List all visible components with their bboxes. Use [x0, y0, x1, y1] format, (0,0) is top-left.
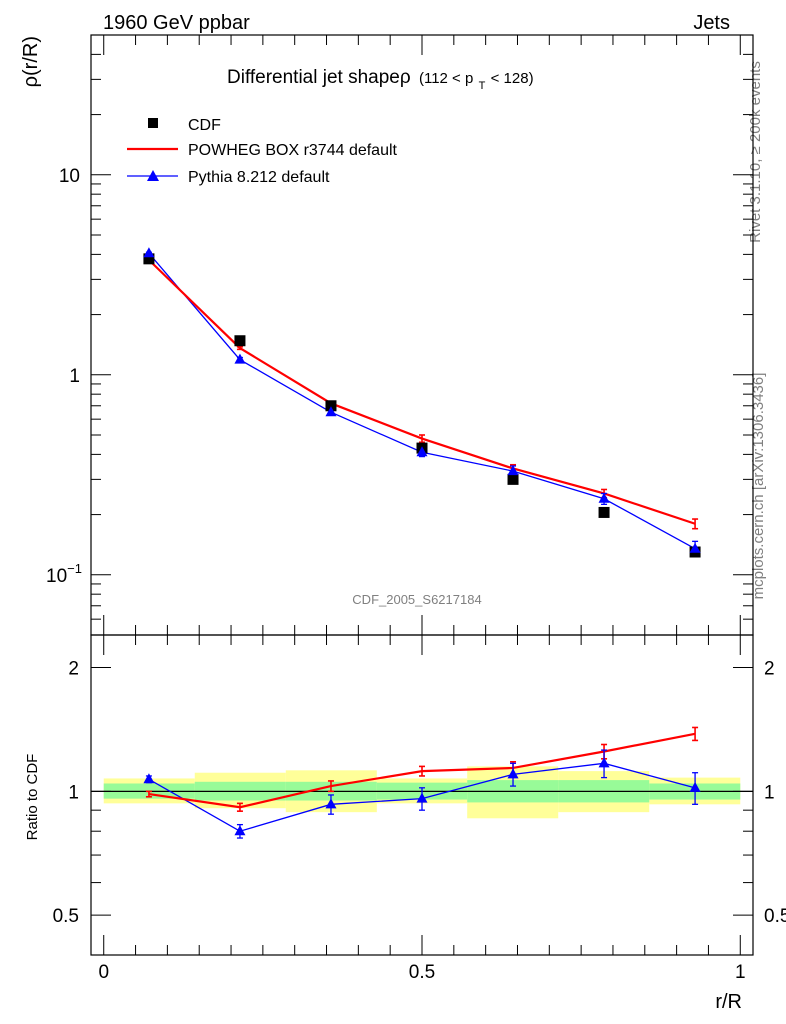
plot-title-main: Differential jet shapeρ — [227, 67, 411, 88]
legend-cdf-label: CDF — [188, 117, 221, 134]
plot-title-range: (112 < p — [419, 70, 473, 87]
pythia-series-line — [148, 252, 696, 550]
ratio-plot-frame — [90, 634, 754, 956]
x-axis-label: r/R — [715, 991, 742, 1013]
plot-title-end: < 128) — [491, 70, 534, 87]
plot-title: Differential jet shapeρ (112 < p T < 128… — [227, 67, 534, 94]
ratio-pythia-point — [143, 773, 155, 784]
x-tick-label: 0.5 — [409, 962, 435, 983]
cdf-data-point — [143, 253, 155, 265]
ratio-pythia-point — [416, 792, 428, 803]
pythia-data-point — [416, 446, 428, 457]
y-tick-label-1: 1 — [69, 366, 80, 387]
legend-powheg-label: POWHEG BOX r3744 default — [188, 142, 398, 159]
legend-pythia-marker — [147, 170, 159, 181]
header-energy-label: 1960 GeV ppbar — [103, 12, 250, 34]
legend-cdf-marker — [148, 118, 158, 128]
mcplots-credit-label: mcplots.cern.ch [arXiv:1306.3436] — [750, 373, 767, 600]
ratio-pythia-point — [507, 768, 519, 779]
cdf-data-point — [234, 335, 246, 347]
ratio-y-tick-label: 1 — [68, 782, 79, 803]
analysis-watermark: CDF_2005_S6217184 — [352, 592, 481, 607]
ratio-y-tick-label-right: 0.5 — [764, 906, 786, 927]
cdf-data-point — [507, 473, 519, 485]
cdf-data-point — [325, 400, 337, 412]
ratio-y-tick-label: 0.5 — [53, 906, 79, 927]
pythia-data-point — [689, 542, 701, 553]
ratio-pythia-point — [689, 781, 701, 792]
pythia-data-point — [234, 353, 246, 364]
ratio-y-tick-label: 2 — [68, 659, 79, 680]
y-tick-label-0.1: 10−1 — [46, 561, 82, 587]
main-plot: 10 1 10−1 — [46, 34, 753, 636]
ratio-plot: 0 0.5 1 0.5 0.5 1 1 2 2 — [53, 635, 786, 983]
ratio-pythia-point — [234, 825, 246, 836]
powheg-series-line — [148, 259, 696, 525]
ratio-pythia-point — [598, 757, 610, 768]
pythia-data-point — [325, 406, 337, 417]
pythia-data-point — [598, 492, 610, 503]
legend: CDF POWHEG BOX r3744 default Pythia 8.21… — [127, 117, 398, 186]
ratio-y-axis-label: Ratio to CDF — [24, 754, 41, 841]
y-tick-label-10: 10 — [59, 166, 80, 187]
ratio-y-tick-label-right: 2 — [764, 659, 775, 680]
legend-pythia-label: Pythia 8.212 default — [188, 169, 330, 186]
x-tick-label: 0 — [98, 962, 109, 983]
plot-title-subscript: T — [479, 80, 486, 92]
ratio-pythia-point — [325, 798, 337, 809]
pythia-data-point — [507, 465, 519, 476]
y-axis-label: ρ(r/R) — [20, 36, 42, 87]
pythia-data-point — [143, 247, 155, 258]
rivet-version-label: Rivet 3.1.10, ≥ 200k events — [747, 61, 764, 243]
cdf-data-point — [598, 506, 610, 518]
ratio-y-tick-label-right: 1 — [764, 782, 775, 803]
header-jets-label: Jets — [693, 12, 730, 34]
x-tick-label: 1 — [735, 962, 746, 983]
